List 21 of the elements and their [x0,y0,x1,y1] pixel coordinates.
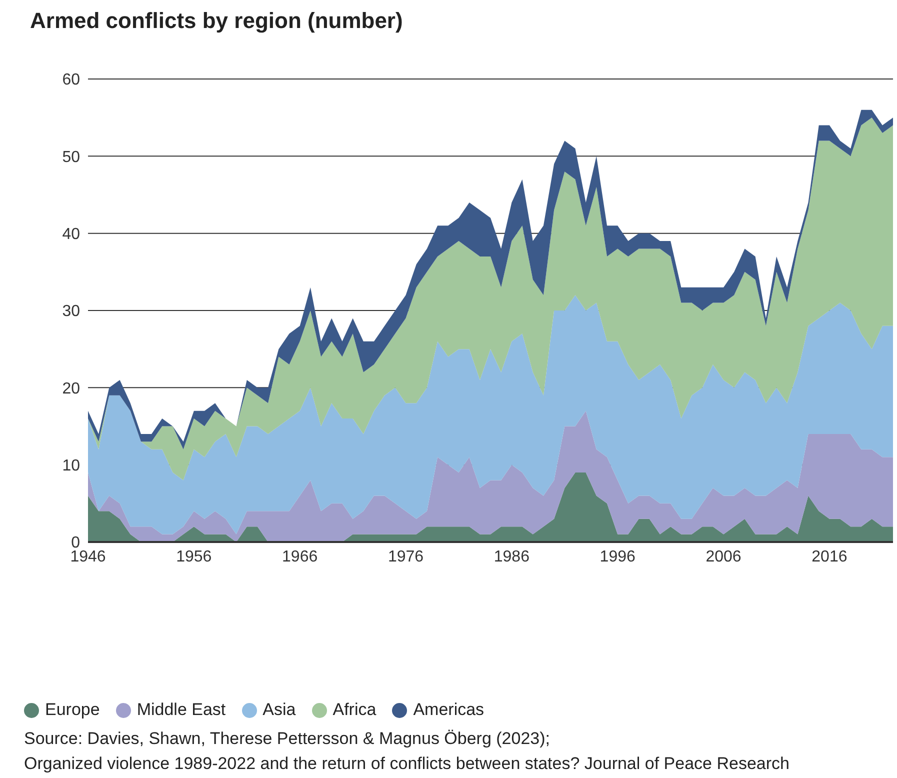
legend-label: Americas [413,700,484,720]
x-tick-label: 2016 [812,548,848,566]
x-tick-label: 1996 [600,548,636,566]
y-tick-label: 10 [62,458,80,475]
legend-label: Africa [332,700,376,720]
legend-label: Europe [45,700,100,720]
text: Organized violence 1989-2022 and the return of conflicts between states? Journal of Peace Research [24,753,790,775]
legend-label: Asia [262,700,296,720]
y-tick-label: 40 [62,226,80,244]
chart-title: Armed conflicts by region (number) [30,8,404,35]
legend-label: Middle East [136,700,226,720]
x-tick-label: 1986 [494,548,530,566]
y-tick-label: 60 [62,72,80,89]
x-tick-label: 1966 [282,548,318,566]
x-tick-label: 1976 [388,548,424,566]
source-note: Source: Davies, Shawn, Therese Pettersson & Magnus Öberg (2023); [24,728,552,750]
y-tick-label: 20 [62,380,80,398]
y-tick-label: 50 [62,148,80,166]
y-tick-label: 30 [62,303,80,320]
x-tick-label: 2006 [706,548,742,566]
x-tick-label: 1956 [176,548,212,566]
